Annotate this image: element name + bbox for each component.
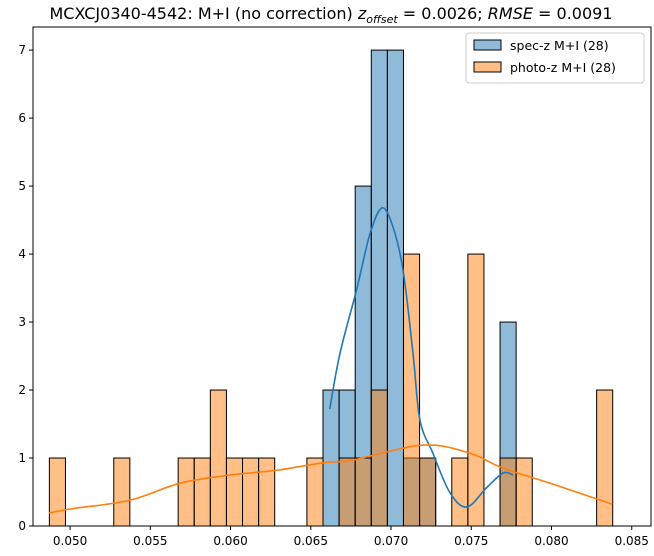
- photo-z-bar: [451, 457, 469, 527]
- x-axis-ticks: 0.050 0.055 0.060 0.065 0.070 0.075 0.080 0.085: [53, 526, 649, 548]
- legend: spec-z M+I (28) photo-z M+I (28): [465, 32, 645, 84]
- y-tick-label: 4: [18, 247, 26, 261]
- photo-z-bar: [177, 457, 195, 527]
- photo-z-bar: [48, 457, 66, 527]
- plot-frame: [32, 26, 652, 527]
- photo-z-bar: [515, 457, 533, 527]
- y-tick-label: 2: [18, 383, 26, 397]
- photo-z-kde-line: [48, 444, 613, 514]
- y-axis-ticks: 0 1 2 3 4 5 6 7: [18, 43, 33, 533]
- legend-swatch-photo-z: [473, 61, 502, 73]
- title-rmse-value: = 0.0091: [533, 4, 613, 23]
- x-tick-label: 0.065: [294, 534, 328, 548]
- photo-z-bar: [467, 253, 485, 527]
- spec-z-kde-line: [328, 207, 514, 508]
- spec-z-bar: [322, 389, 340, 527]
- x-tick-label: 0.075: [454, 534, 488, 548]
- x-tick-label: 0.080: [534, 534, 568, 548]
- photo-z-bar: [306, 457, 324, 527]
- photo-z-bar: [242, 457, 260, 527]
- spec-z-bar: [386, 49, 404, 527]
- histogram-bars: [48, 49, 614, 527]
- photo-z-bar: [209, 389, 227, 527]
- title-prefix: MCXCJ0340-4542: M+I (no correction): [49, 4, 357, 23]
- photo-z-bar: [258, 457, 276, 527]
- photo-z-bar: [225, 457, 244, 527]
- photo-z-bar: [419, 457, 437, 527]
- photo-z-bar: [596, 389, 614, 527]
- y-tick-label: 5: [18, 179, 26, 193]
- title-z-value: = 0.0026;: [398, 4, 488, 23]
- legend-swatch-spec-z: [473, 39, 502, 51]
- x-tick-label: 0.060: [213, 534, 247, 548]
- photo-z-bar: [113, 457, 131, 527]
- x-tick-label: 0.070: [374, 534, 408, 548]
- chart-title: MCXCJ0340-4542: M+I (no correction) zoff…: [49, 4, 612, 26]
- kde-curves: [48, 207, 613, 514]
- legend-label-photo-z: photo-z M+I (28): [510, 60, 616, 75]
- photo-z-bar: [193, 457, 211, 527]
- title-z-subscript: offset: [366, 13, 398, 26]
- photo-z-bar: [370, 389, 388, 527]
- y-tick-label: 7: [18, 43, 26, 57]
- y-tick-label: 0: [18, 519, 26, 533]
- x-tick-label: 0.050: [53, 534, 87, 548]
- x-tick-label: 0.055: [133, 534, 167, 548]
- legend-label-spec-z: spec-z M+I (28): [510, 38, 609, 53]
- y-tick-label: 3: [18, 315, 26, 329]
- photo-z-bar: [338, 457, 356, 527]
- x-tick-label: 0.085: [615, 534, 649, 548]
- legend-box: [465, 32, 645, 84]
- y-tick-label: 6: [18, 111, 26, 125]
- title-rmse-symbol: RMSE: [488, 4, 534, 23]
- y-tick-label: 1: [18, 451, 26, 465]
- title-z-symbol: z: [357, 4, 367, 23]
- photo-z-bar: [354, 457, 372, 527]
